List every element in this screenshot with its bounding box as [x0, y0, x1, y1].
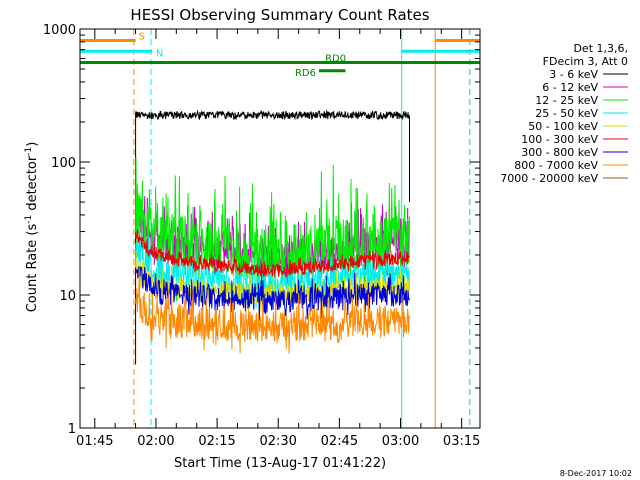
series-group	[135, 109, 410, 365]
y-tick-label-2: 100	[51, 156, 76, 171]
legend-header-line-2: FDecim 3, Att 0	[543, 55, 628, 68]
plot-area: SN RD0 RD6 1 10 100 1000 01:45 02:00 02:15 02:30 02…	[43, 23, 481, 449]
flag-label-rd6: RD6	[295, 68, 316, 79]
x-tick-label-2: 02:15	[198, 434, 235, 449]
series-line-2	[135, 157, 410, 302]
legend-label-7: 800 - 7000 keV	[514, 159, 598, 172]
y-tick-label-1: 10	[59, 289, 76, 304]
chart-title: HESSI Observing Summary Count Rates	[130, 6, 429, 24]
plot-frame	[79, 28, 481, 429]
x-tick-label-5: 03:00	[382, 434, 419, 449]
x-axis-label: Start Time (13-Aug-17 01:41:22)	[174, 456, 386, 471]
legend-label-6: 300 - 800 keV	[521, 146, 598, 159]
legend-label-3: 25 - 50 keV	[535, 107, 598, 120]
x-tick-label-0: 01:45	[76, 434, 113, 449]
series-line-5	[135, 229, 410, 278]
y-axis-label-sup1: -1	[24, 215, 34, 224]
legend-label-4: 50 - 100 keV	[528, 120, 598, 133]
y-axis-label-sup2: -1	[24, 147, 34, 156]
series-line-0	[135, 109, 410, 365]
footer-date: 8-Dec-2017 10:02	[560, 469, 632, 478]
y-axis-label-main: Count Rate (s	[25, 224, 40, 313]
flag-label-rd0: RD0	[325, 54, 346, 65]
series-line-7	[135, 268, 410, 354]
legend-label-0: 3 - 6 keV	[549, 68, 598, 81]
legend-label-1: 6 - 12 keV	[542, 81, 598, 94]
legend-label-8: 7000 - 20000 keV	[500, 172, 598, 185]
x-tick-label-1: 02:00	[137, 434, 174, 449]
x-tick-label-3: 02:30	[259, 434, 296, 449]
x-tick-label-6: 03:15	[443, 434, 480, 449]
y-tick-label-3: 1000	[43, 23, 76, 38]
y-axis-label-end: )	[25, 142, 40, 147]
y-axis-label-mid: detector	[25, 155, 40, 215]
y-axis-label: Count Rate (s-1 detector-1)	[24, 142, 40, 313]
flag-label-n: N	[156, 48, 163, 59]
y-tick-label-0: 1	[68, 422, 76, 437]
legend-header-line-1: Det 1,3,6,	[573, 42, 628, 55]
legend-label-2: 12 - 25 keV	[535, 94, 598, 107]
series-line-6	[135, 266, 410, 321]
legend-label-5: 100 - 300 keV	[521, 133, 598, 146]
x-tick-label-4: 02:45	[321, 434, 358, 449]
flag-label-s: S	[139, 32, 145, 43]
